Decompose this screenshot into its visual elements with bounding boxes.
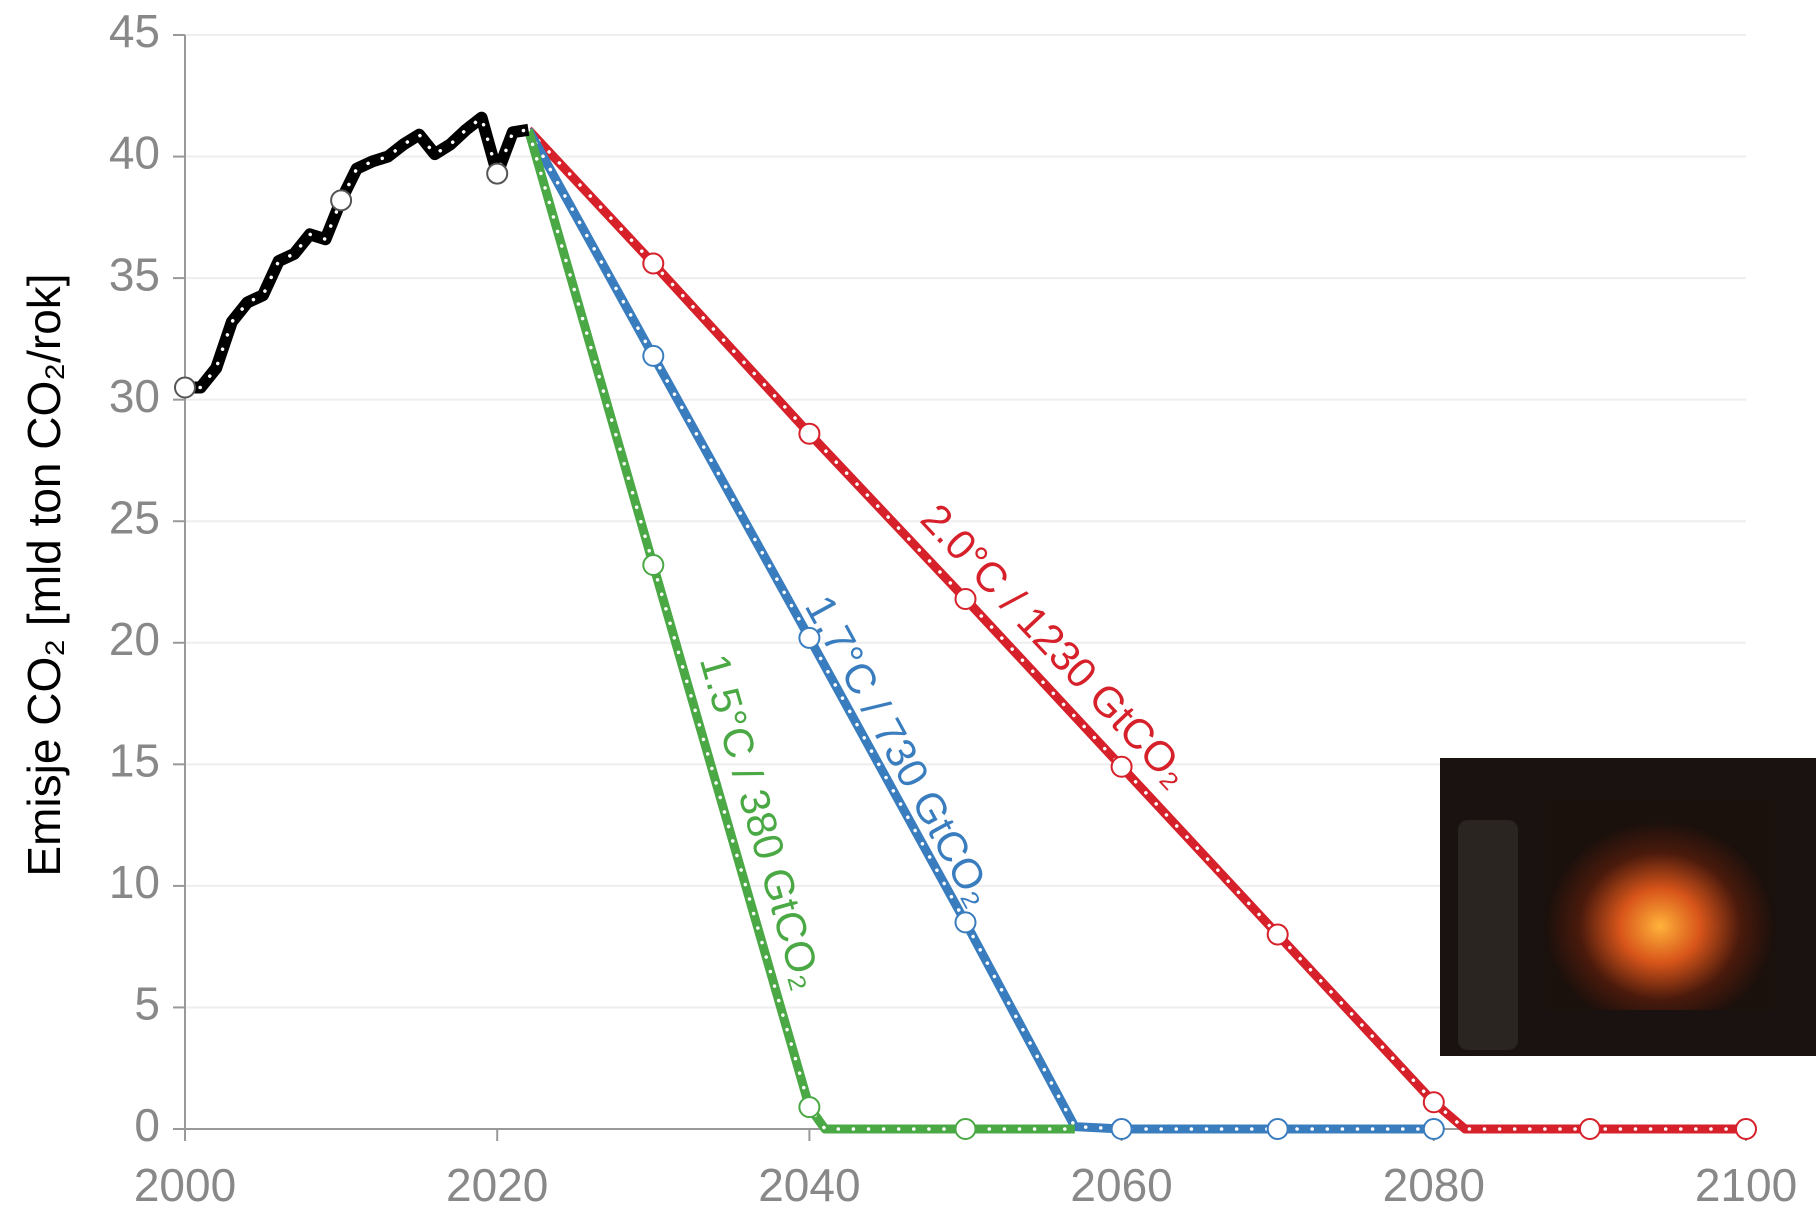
- point-marker: [1268, 925, 1288, 945]
- y-tick-label: 5: [134, 978, 160, 1030]
- point-marker: [331, 190, 351, 210]
- y-tick-label: 0: [134, 1099, 160, 1151]
- point-marker: [799, 1097, 819, 1117]
- series-label: 2.0°C / 1230 GtCO₂: [912, 495, 1199, 796]
- x-tick-label: 2080: [1383, 1159, 1485, 1211]
- point-marker: [956, 1119, 976, 1139]
- point-marker: [643, 346, 663, 366]
- y-tick-label: 35: [109, 248, 160, 300]
- point-marker: [1112, 1119, 1132, 1139]
- x-tick-label: 2100: [1695, 1159, 1797, 1211]
- line-dots: [185, 118, 528, 388]
- y-tick-label: 20: [109, 613, 160, 665]
- x-tick-label: 2040: [758, 1159, 860, 1211]
- y-tick-label: 45: [109, 5, 160, 57]
- y-tick-label: 15: [109, 734, 160, 786]
- y-tick-label: 25: [109, 491, 160, 543]
- x-tick-label: 2000: [134, 1159, 236, 1211]
- y-axis-label: Emisje CO₂ [mld ton CO₂/rok]: [18, 273, 70, 876]
- point-marker: [1424, 1092, 1444, 1112]
- x-tick-label: 2020: [446, 1159, 548, 1211]
- point-marker: [799, 424, 819, 444]
- y-tick-label: 30: [109, 370, 160, 422]
- y-tick-label: 10: [109, 856, 160, 908]
- point-marker: [643, 254, 663, 274]
- point-marker: [1268, 1119, 1288, 1139]
- point-marker: [956, 589, 976, 609]
- point-marker: [1736, 1119, 1756, 1139]
- fireplace-photo: [1440, 758, 1816, 1056]
- point-marker: [1580, 1119, 1600, 1139]
- point-marker: [175, 378, 195, 398]
- point-marker: [1424, 1119, 1444, 1139]
- series-line: [185, 118, 528, 388]
- y-tick-label: 40: [109, 127, 160, 179]
- chart: Emisje CO₂ [mld ton CO₂/rok] 0 5 10 15 20 25 3…: [0, 0, 1816, 1225]
- point-marker: [643, 555, 663, 575]
- x-tick-label: 2060: [1070, 1159, 1172, 1211]
- point-marker: [1112, 757, 1132, 777]
- series-label: 1.7°C / 730 GtCO₂: [796, 588, 1003, 914]
- point-marker: [487, 164, 507, 184]
- point-marker: [956, 912, 976, 932]
